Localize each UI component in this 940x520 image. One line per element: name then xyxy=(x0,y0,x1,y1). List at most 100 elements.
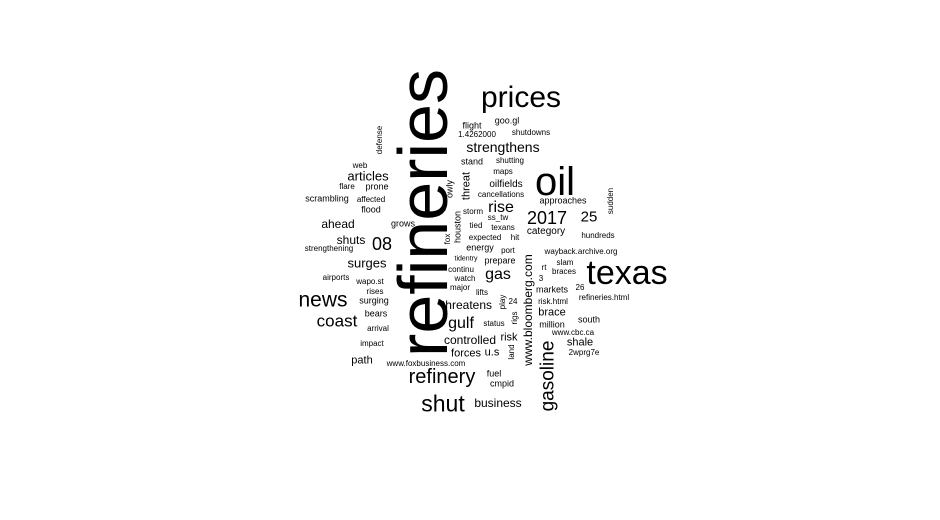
word: port xyxy=(501,246,515,255)
word: surges xyxy=(347,255,387,271)
word: 08 xyxy=(371,234,393,254)
word: scrambling xyxy=(305,193,349,204)
word: shutdowns xyxy=(511,128,551,137)
word: 26 xyxy=(575,283,585,292)
word: refinery xyxy=(408,366,476,388)
word: 2wprg7e xyxy=(568,348,600,357)
word: 25 xyxy=(580,208,598,226)
word: tidentry xyxy=(454,255,478,263)
word: risk xyxy=(500,331,518,344)
word: 24 xyxy=(508,297,518,306)
word: tied xyxy=(469,221,483,230)
word: shuts xyxy=(336,233,366,247)
word: web xyxy=(352,161,368,170)
word: south xyxy=(577,314,601,325)
word: storm xyxy=(463,207,483,216)
word: slam xyxy=(556,258,574,267)
word: land xyxy=(507,344,516,360)
word: goo.gl xyxy=(494,115,520,126)
word: texas xyxy=(586,254,668,292)
word: houston xyxy=(452,210,463,244)
word: million xyxy=(539,319,565,330)
word: rise xyxy=(488,199,514,216)
word: refineries.html xyxy=(578,293,630,302)
word: risk.html xyxy=(538,297,568,306)
word: ahead xyxy=(321,217,355,231)
word: www.foxbusiness.com xyxy=(386,359,466,368)
word: maps xyxy=(493,167,513,176)
word: grows xyxy=(390,218,416,229)
word: refineries xyxy=(384,69,462,357)
word: prices xyxy=(480,81,562,114)
word: braces xyxy=(551,267,577,276)
word: 3 xyxy=(538,274,544,283)
word: texans xyxy=(491,223,515,232)
word: flight xyxy=(462,120,482,131)
word: threat xyxy=(460,171,473,201)
word: ss_tw xyxy=(487,213,509,222)
word: energy xyxy=(466,242,494,253)
word: wapo.st xyxy=(356,277,384,286)
word: category xyxy=(526,226,566,237)
word: u.s xyxy=(484,346,500,359)
word: gas xyxy=(485,266,511,283)
word: lifts xyxy=(476,288,488,297)
word: shut xyxy=(421,390,465,417)
word: markets xyxy=(535,284,569,295)
word: play xyxy=(498,294,507,310)
word: www.bloomberg.com xyxy=(521,254,535,366)
word: cancellations xyxy=(477,190,525,199)
word: hit xyxy=(510,233,520,242)
word: approaches xyxy=(539,195,587,206)
word: flood xyxy=(361,204,381,215)
word: hundreds xyxy=(581,231,615,240)
word: rt xyxy=(541,263,547,272)
word: affected xyxy=(356,195,386,204)
word: oilfields xyxy=(489,179,523,190)
word: 1.4262000 xyxy=(458,130,496,139)
word: stand xyxy=(460,156,484,167)
word: shale xyxy=(566,336,594,349)
word: fuel xyxy=(486,368,502,379)
word: airports xyxy=(322,273,350,282)
word: rigs xyxy=(510,311,519,325)
word: watch xyxy=(454,274,476,283)
word: 4 xyxy=(441,204,447,213)
word: news xyxy=(298,288,348,312)
word: arrival xyxy=(367,324,389,333)
word: brace xyxy=(538,306,566,319)
word: bears xyxy=(364,308,388,319)
word: path xyxy=(351,354,373,367)
word: forces xyxy=(451,347,481,360)
word: articles xyxy=(347,168,389,184)
word: coast xyxy=(316,311,358,331)
word: 2017 xyxy=(526,208,568,228)
word: controlled xyxy=(443,333,497,347)
word: business xyxy=(474,396,522,410)
word: major xyxy=(449,283,471,292)
word: fox xyxy=(443,233,452,245)
word: oil xyxy=(534,160,576,204)
word: continu xyxy=(448,265,474,274)
word: rises xyxy=(366,287,384,296)
word: status xyxy=(483,319,505,328)
word: wayback.archive.org xyxy=(544,247,618,256)
word: strengthens xyxy=(466,139,540,155)
word: impact xyxy=(360,339,384,348)
word: owly xyxy=(444,179,455,199)
word: surging xyxy=(359,295,389,306)
word: expected xyxy=(468,233,502,242)
word: prone xyxy=(365,181,389,192)
word: defense xyxy=(375,125,384,155)
word: prepare xyxy=(484,255,516,266)
word: flare xyxy=(339,182,355,191)
word: threatens xyxy=(441,298,493,312)
word: www.cbc.ca xyxy=(551,328,595,337)
word: cmpid xyxy=(489,378,515,389)
word: sudden xyxy=(606,187,615,215)
word: shutting xyxy=(495,156,525,165)
word: strengthening xyxy=(304,244,354,253)
word: gasoline xyxy=(537,340,559,412)
